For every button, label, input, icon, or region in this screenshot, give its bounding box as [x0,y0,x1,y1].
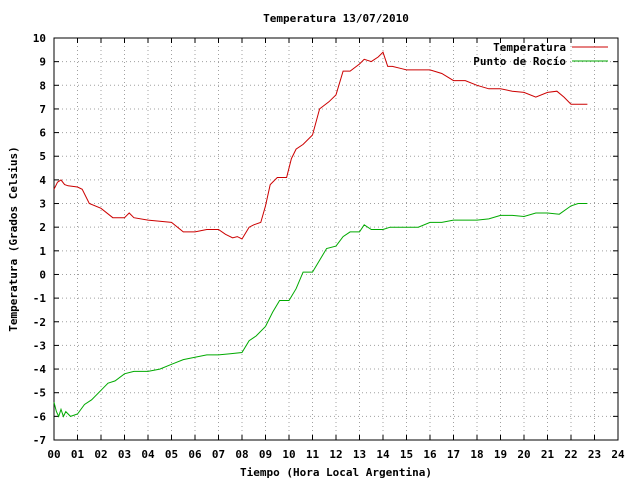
x-tick-label: 07 [212,448,225,461]
x-tick-label: 18 [470,448,483,461]
y-tick-label: 2 [39,221,46,234]
x-tick-label: 12 [329,448,342,461]
x-tick-label: 14 [376,448,390,461]
y-axis-label: Temperatura (Grados Celsius) [7,146,20,331]
x-tick-label: 24 [611,448,625,461]
x-tick-label: 06 [188,448,202,461]
y-tick-label: -3 [33,339,46,352]
y-tick-label: 9 [39,56,46,69]
x-tick-label: 20 [517,448,530,461]
x-tick-label: 02 [94,448,107,461]
x-tick-label: 13 [353,448,366,461]
y-tick-label: 1 [39,245,46,258]
y-tick-label: -4 [33,363,47,376]
x-tick-label: 03 [118,448,131,461]
x-tick-label: 23 [588,448,601,461]
x-tick-label: 10 [282,448,295,461]
y-tick-label: 10 [33,32,46,45]
x-tick-label: 04 [141,448,155,461]
y-tick-label: 8 [39,79,46,92]
x-tick-label: 05 [165,448,178,461]
x-tick-label: 22 [564,448,577,461]
series-lines [53,51,588,418]
y-tick-label: -6 [33,410,47,423]
y-tick-label: 5 [39,150,46,163]
series-line-temperatura [53,51,588,240]
y-tick-label: 3 [39,198,46,211]
x-axis-label: Tiempo (Hora Local Argentina) [240,466,432,479]
legend: Temperatura Punto de Rocío [473,41,608,68]
x-tick-labels: 00 01 02 03 04 05 06 07 08 09 10 11 12 13 14 15 16 17 18 19… [47,448,625,461]
x-tick-label: 16 [423,448,437,461]
x-tick-label: 09 [259,448,272,461]
y-tick-label: -7 [33,434,46,447]
x-tick-label: 21 [541,448,555,461]
y-tick-label: -2 [33,316,46,329]
y-tick-label: 0 [39,268,46,281]
series-line-punto-de-rocio [53,203,588,418]
y-tick-labels: -7 -6 -5 -4 -3 -2 -1 0 1 2 3 4 5 6 7 8 9 10 [33,32,47,447]
legend-label-temperatura: Temperatura [493,41,566,54]
y-tick-label: -5 [33,387,46,400]
x-tick-label: 08 [235,448,248,461]
y-tick-label: 7 [39,103,46,116]
tick-marks [53,37,619,441]
x-tick-label: 15 [400,448,413,461]
x-tick-label: 19 [494,448,507,461]
y-tick-label: 6 [39,127,46,140]
x-tick-label: 00 [47,448,60,461]
x-tick-label: 01 [71,448,85,461]
y-tick-label: 4 [39,174,46,187]
x-tick-label: 17 [447,448,460,461]
chart-title: Temperatura 13/07/2010 [263,12,409,25]
grid [54,38,618,440]
y-tick-label: -1 [33,292,47,305]
x-tick-label: 11 [306,448,320,461]
legend-label-punto-de-rocio: Punto de Rocío [473,55,566,68]
